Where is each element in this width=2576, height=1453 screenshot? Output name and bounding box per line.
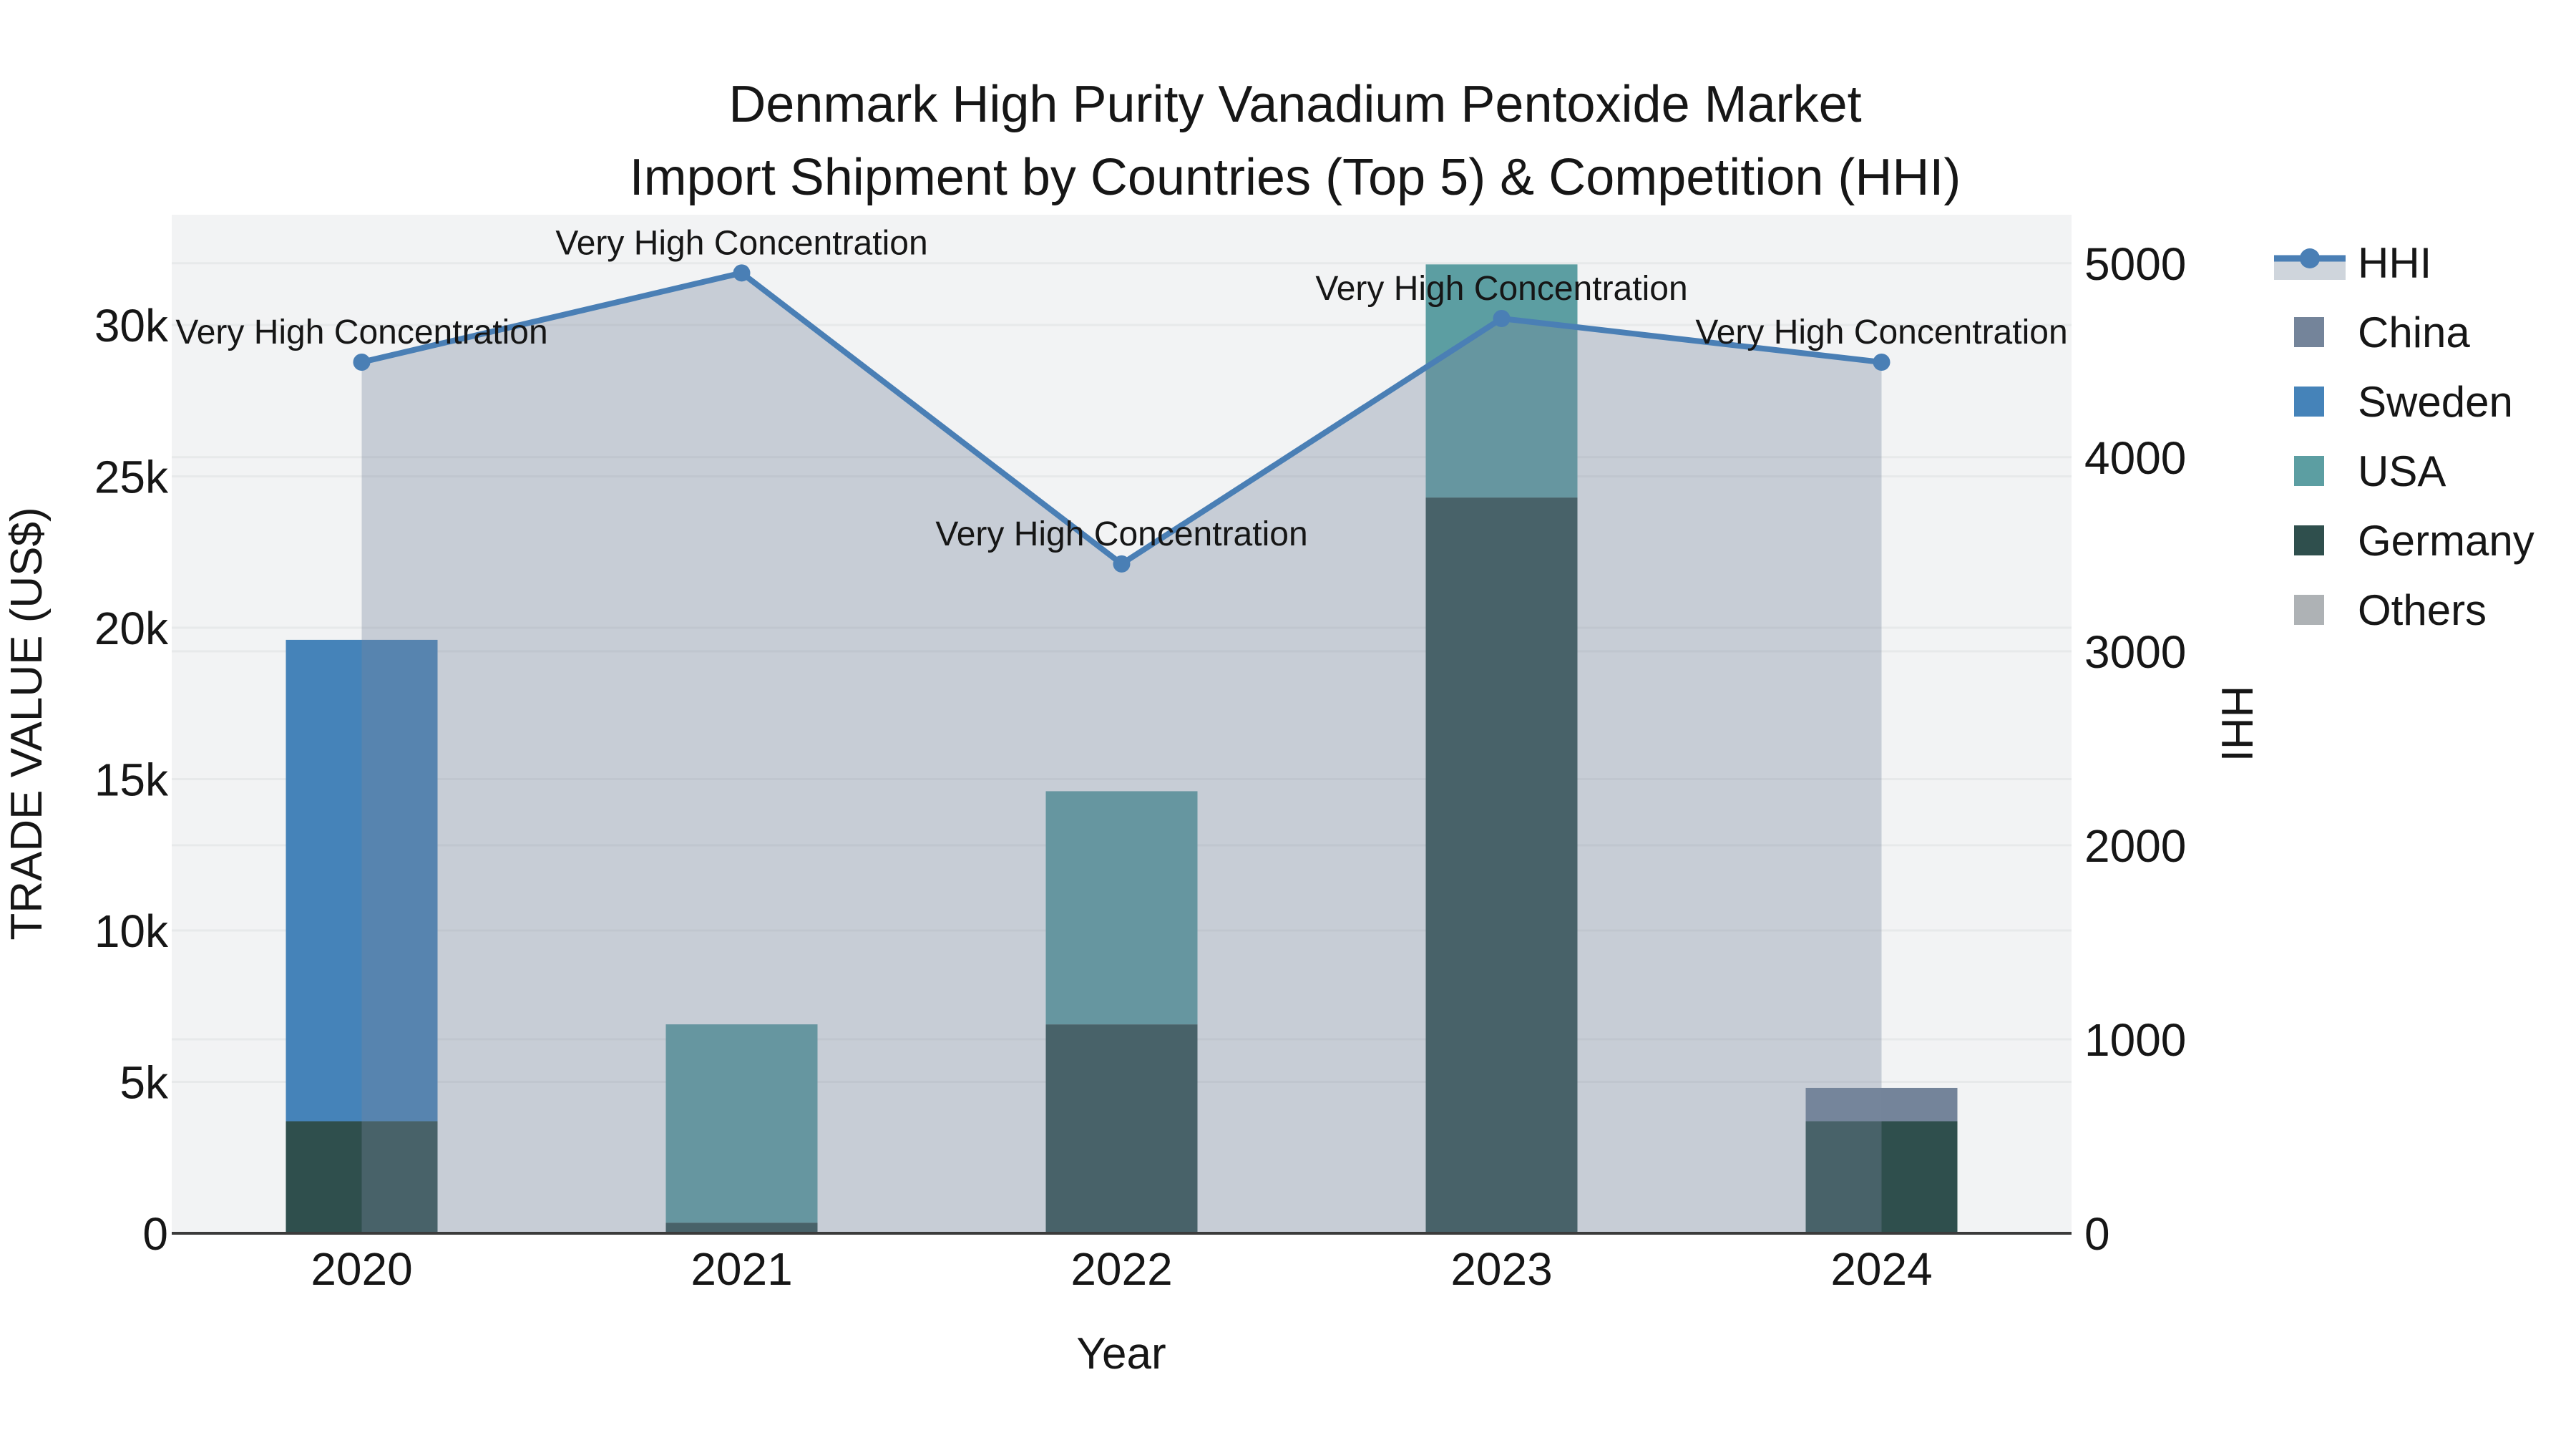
x-tick-2023: 2023 [1450,1243,1552,1295]
legend-label-others: Others [2358,586,2487,634]
bar-segment-germany-2023[interactable] [1425,497,1578,1233]
bar-segment-germany-2020[interactable] [286,1121,438,1233]
legend-item-germany[interactable]: Germany [2294,517,2534,565]
tick-label-layer: 0 5k 10k 15k 20k 25k 30k 0 1000 2000 3000 4000 5000 2… [94,238,2187,1295]
y-left-tick-30k: 30k [94,300,169,351]
hhi-point-2022[interactable] [1113,555,1131,573]
bar-segment-germany-2024[interactable] [1805,1121,1958,1233]
bar-segment-usa-2023[interactable] [1425,264,1578,498]
y-right-tick-3000: 3000 [2084,626,2186,678]
y-left-tick-25k: 25k [94,451,169,502]
legend-item-others[interactable]: Others [2294,586,2487,634]
legend-swatch-others [2294,595,2324,625]
legend-swatch-germany [2294,525,2324,555]
y-right-tick-1000: 1000 [2084,1014,2186,1066]
hhi-point-2023[interactable] [1493,310,1511,328]
legend-label-china: China [2358,308,2470,356]
legend-hhi-marker [2300,248,2320,268]
x-tick-2021: 2021 [691,1243,792,1295]
bar-segment-usa-2021[interactable] [665,1024,818,1223]
y-right-axis-title: HHI [2212,686,2261,762]
y-left-tick-5k: 5k [119,1056,169,1108]
chart-title-line1: Denmark High Purity Vanadium Pentoxide M… [728,76,1861,133]
bar-segment-usa-2022[interactable] [1045,791,1198,1025]
bar-segment-germany-2022[interactable] [1045,1024,1198,1233]
chart-title-line2: Import Shipment by Countries (Top 5) & C… [630,149,1961,206]
legend-label-germany: Germany [2358,517,2534,565]
legend-item-china[interactable]: China [2294,308,2470,356]
bar-segment-germany-2021[interactable] [665,1223,818,1233]
y-left-tick-20k: 20k [94,603,169,654]
hhi-point-2024[interactable] [1873,353,1890,371]
legend-item-sweden[interactable]: Sweden [2294,378,2513,426]
annotation-2021: Very High Concentration [555,224,927,262]
annotation-2022: Very High Concentration [935,515,1307,553]
legend-label-usa: USA [2358,447,2446,495]
y-right-tick-5000: 5000 [2084,238,2186,290]
y-left-tick-10k: 10k [94,905,169,957]
annotation-2023: Very High Concentration [1315,270,1687,308]
bar-segment-sweden-2020[interactable] [286,639,438,1122]
legend-item-hhi[interactable]: HHI [2274,239,2431,287]
hhi-line-layer [353,264,1890,573]
legend-swatch-usa [2294,456,2324,486]
x-tick-2022: 2022 [1070,1243,1172,1295]
y-right-tick-0: 0 [2084,1208,2110,1260]
legend-label-hhi: HHI [2358,239,2431,287]
legend-label-sweden: Sweden [2358,378,2513,426]
y-left-tick-0: 0 [142,1208,168,1260]
hhi-area-fill [361,273,1882,1233]
x-tick-2020: 2020 [311,1243,412,1295]
bar-segment-china-2024[interactable] [1805,1087,1958,1122]
y-right-tick-2000: 2000 [2084,820,2186,872]
legend-swatch-china [2294,317,2324,347]
annotation-2020: Very High Concentration [175,314,547,351]
bar-layer [286,264,1958,1233]
legend-item-usa[interactable]: USA [2294,447,2446,495]
legend-swatch-sweden [2294,387,2324,417]
y-left-tick-15k: 15k [94,754,169,805]
y-left-axis-title: TRADE VALUE (US$) [2,507,52,940]
hhi-point-2020[interactable] [353,353,371,371]
x-tick-2024: 2024 [1830,1243,1932,1295]
x-axis-title: Year [1076,1329,1166,1379]
hhi-point-2021[interactable] [733,264,751,282]
legend: HHI China Sweden USA Germany Others [2274,239,2534,634]
area-fill-layer [361,273,1882,1233]
annotation-2024: Very High Concentration [1695,314,2067,351]
y-right-tick-4000: 4000 [2084,432,2186,484]
